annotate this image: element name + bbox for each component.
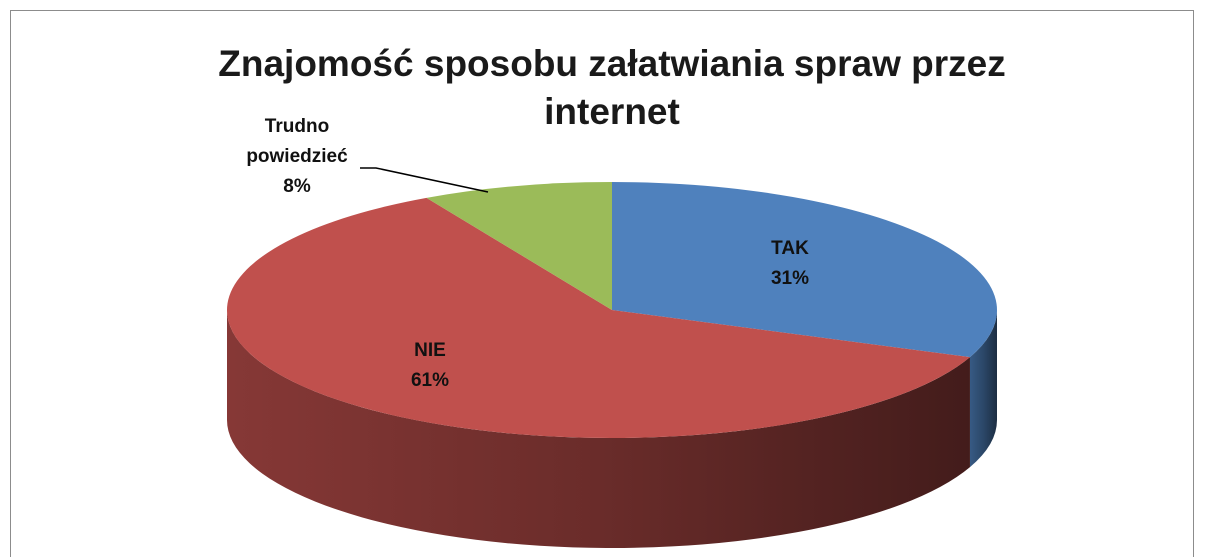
slice: [612, 182, 997, 358]
label-value: 61%: [410, 370, 450, 391]
label-name: TAK: [771, 238, 809, 259]
slice: [426, 182, 612, 310]
data-label: Trudno powiedzieć 8%: [222, 112, 372, 202]
label-name: NIE: [414, 340, 446, 361]
leader-line: [360, 167, 489, 193]
label-value: 8%: [283, 176, 311, 197]
label-name: Trudno powiedzieć: [246, 116, 348, 167]
slice-side: [227, 310, 970, 548]
chart-frame: [10, 10, 1194, 557]
data-label: TAK 31%: [715, 234, 865, 294]
slice: [226, 197, 970, 439]
data-label: NIE 61%: [355, 336, 505, 396]
label-value: 31%: [770, 268, 810, 289]
slice-side: [969, 310, 997, 468]
chart-title: Znajomość sposobu załatwiania spraw prze…: [218, 43, 1006, 132]
